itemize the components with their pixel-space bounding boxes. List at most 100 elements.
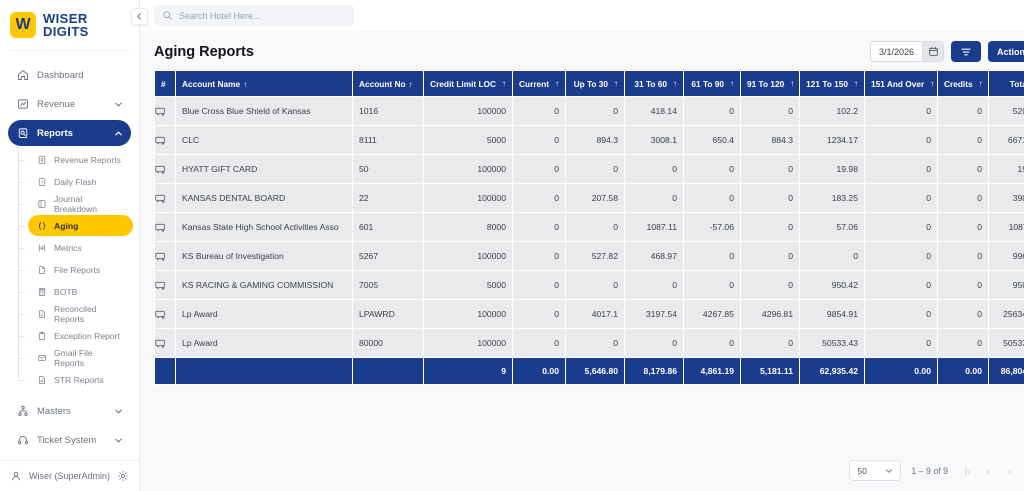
date-picker[interactable]: 3/1/2026 [869, 41, 944, 62]
cell-d30: 527.82 [566, 242, 624, 270]
footer-cell-credit: 9 [424, 358, 512, 384]
search-container[interactable] [154, 5, 354, 26]
column-header-label: 91 To 120 [747, 78, 785, 89]
file-icon [36, 264, 47, 275]
cell-name: Blue Cross Blue Shield of Kansas [176, 97, 352, 125]
cell-current: 0 [513, 300, 565, 328]
document-icon [36, 374, 47, 385]
sort-arrow-icon: ↑ [555, 79, 559, 88]
row-comment-button[interactable] [155, 155, 175, 183]
cell-d60: 0 [625, 329, 683, 357]
sidebar-item-metrics[interactable]: Metrics [18, 237, 133, 258]
row-comment-button[interactable] [155, 242, 175, 270]
sidebar-item-ticket-system[interactable]: Ticket System [8, 427, 131, 453]
row-comment-button[interactable] [155, 126, 175, 154]
row-comment-button[interactable] [155, 97, 175, 125]
page-size-select[interactable]: 50 [849, 460, 902, 481]
column-header-d151[interactable]: 151 And Over ↑ [865, 71, 937, 96]
table-row[interactable]: KS Bureau of Investigation 5267 100000 0 527… [155, 242, 1024, 270]
row-comment-button[interactable] [155, 300, 175, 328]
brand-logo[interactable]: W WISER DIGITS [0, 0, 139, 50]
metrics-icon [36, 242, 47, 253]
sidebar-item-masters[interactable]: Masters [8, 398, 131, 424]
cell-accno: LPAWRD [353, 300, 423, 328]
comment-plus-icon [155, 338, 175, 349]
table-row[interactable]: KS RACING & GAMING COMMISSION 7005 5000 0 0 0… [155, 271, 1024, 299]
table-row[interactable]: Lp Award800001000000000050533.430050533.… [155, 329, 1024, 357]
sidebar-item-botb[interactable]: BOTB [18, 281, 133, 302]
row-comment-button[interactable] [155, 184, 175, 212]
column-header-d90[interactable]: 61 To 90 ↑ [684, 71, 740, 96]
chevron-down-icon [114, 436, 123, 445]
column-header-name[interactable]: Account Name ↑ [176, 71, 352, 96]
column-header-idx[interactable]: # [155, 71, 175, 96]
column-header-label: Up To 30 [573, 78, 608, 89]
column-header-credit[interactable]: Credit Limit LOC ↑ [424, 71, 512, 96]
gear-icon[interactable] [117, 470, 129, 482]
sidebar-item-aging[interactable]: Aging [18, 215, 133, 236]
cell-d60: 0 [625, 271, 683, 299]
cell-credits: 0 [938, 155, 988, 183]
column-header-accno[interactable]: Account No ↑ [353, 71, 423, 96]
sort-arrow-icon: ↑ [614, 79, 618, 88]
row-comment-button[interactable] [155, 271, 175, 299]
sidebar-item-revenue-reports[interactable]: Revenue Reports [18, 149, 133, 170]
prev-page-button[interactable]: ‹ [979, 461, 998, 480]
sidebar-item-gmail-file-reports[interactable]: Gmail File Reports [18, 347, 133, 368]
sidebar-item-file-reports[interactable]: File Reports [18, 259, 133, 280]
calendar-icon[interactable] [922, 42, 943, 61]
mail-icon [36, 352, 47, 363]
table-row[interactable]: CLC 8111 5000 0 894.3 3008.1 650.4 884.3 1234.17… [155, 126, 1024, 154]
cell-d150: 950.42 [800, 271, 864, 299]
next-page-button[interactable]: › [1000, 461, 1019, 480]
cell-d151: 0 [865, 242, 937, 270]
action-button[interactable]: Action [988, 41, 1024, 62]
cell-current: 0 [513, 213, 565, 241]
first-page-button[interactable]: |‹ [958, 461, 977, 480]
cell-accno: 1016 [353, 97, 423, 125]
column-header-d60[interactable]: 31 To 60 ↑ [625, 71, 683, 96]
sidebar-item-exception-report[interactable]: Exception Report [18, 325, 133, 346]
table-row[interactable]: Kansas State High School Activities Asso… [155, 213, 1024, 241]
table-row[interactable]: Lp Award LPAWRD 100000 0 4017.1 3197.54 4267.8… [155, 300, 1024, 328]
comment-plus-icon [155, 164, 175, 175]
cell-d90: 0 [684, 155, 740, 183]
cell-d120: 0 [741, 213, 799, 241]
sidebar-item-revenue[interactable]: Revenue [8, 91, 131, 117]
table-row[interactable]: KANSAS DENTAL BOARD 22 100000 0 207.58 0 0 0 183… [155, 184, 1024, 212]
row-comment-button[interactable] [155, 329, 175, 357]
sidebar-item-reports[interactable]: Reports [8, 120, 131, 146]
sidebar-item-label: Reports [37, 127, 73, 139]
search-input[interactable] [179, 10, 346, 21]
column-header-label: 121 To 150 [806, 78, 848, 89]
last-page-button[interactable]: ›| [1021, 461, 1024, 480]
cell-d151: 0 [865, 126, 937, 154]
column-header-credits[interactable]: Credits ↑ [938, 71, 988, 96]
column-header-current[interactable]: Current ↑ [513, 71, 565, 96]
sidebar-item-str-reports[interactable]: STR Reports [18, 369, 133, 390]
footer-cell-total: 86,804.38 [989, 358, 1024, 384]
sidebar-item-label: Revenue Reports [54, 154, 121, 165]
table-row[interactable]: Blue Cross Blue Shield of Kansas 1016 1000… [155, 97, 1024, 125]
column-header-total[interactable]: Total↑ [989, 71, 1024, 96]
column-header-d150[interactable]: 121 To 150 ↑ [800, 71, 864, 96]
sidebar-item-dashboard[interactable]: Dashboard [8, 62, 131, 88]
sidebar-item-daily-flash[interactable]: Daily Flash [18, 171, 133, 192]
sidebar-collapse-button[interactable] [131, 8, 148, 25]
aging-table-container: # Account Name ↑ Account No ↑ Credit Limit LO… [154, 70, 1024, 385]
column-header-d120[interactable]: 91 To 120 ↑ [741, 71, 799, 96]
cell-credits: 0 [938, 242, 988, 270]
sidebar-item-journal-breakdown[interactable]: Journal Breakdown [18, 193, 133, 214]
column-header-label: Total [1009, 78, 1024, 89]
action-button-label: Action [997, 46, 1024, 57]
filter-button[interactable] [951, 41, 981, 62]
sidebar-item-label: Gmail File Reports [54, 347, 93, 368]
sort-arrow-icon: ↑ [408, 79, 413, 89]
footer-cell-d90: 4,861.19 [684, 358, 740, 384]
cell-d90: 0 [684, 329, 740, 357]
row-comment-button[interactable] [155, 213, 175, 241]
sidebar-item-reconciled-reports[interactable]: Reconciled Reports [18, 303, 133, 324]
cell-d120: 0 [741, 271, 799, 299]
column-header-d30[interactable]: Up To 30 ↑ [566, 71, 624, 96]
